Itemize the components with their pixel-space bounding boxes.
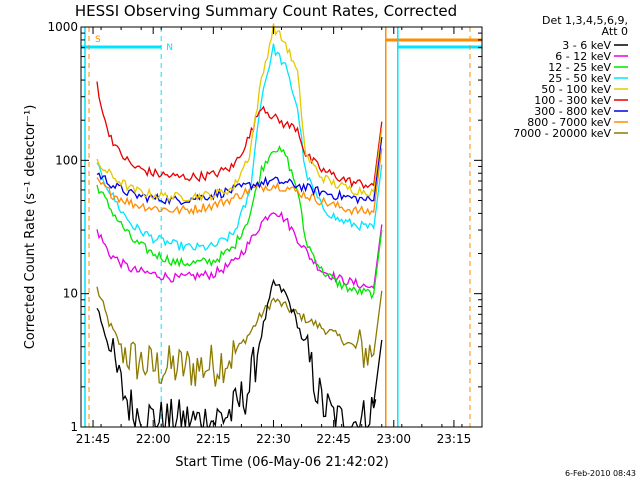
chart-title: HESSI Observing Summary Count Rates, Cor… (75, 2, 457, 20)
legend-label: 6 - 12 keV (555, 50, 611, 63)
legend-header: Det 1,3,4,5,6,9, (542, 14, 628, 27)
series-line-800-7000-kev (96, 148, 383, 217)
mode-annotation: N (166, 43, 173, 53)
legend-header: Att 0 (602, 25, 628, 38)
series-line-25-50-kev (96, 43, 383, 252)
x-tick-label: 23:00 (376, 432, 411, 446)
legend-label: 3 - 6 keV (562, 39, 611, 52)
x-tick-label: 22:30 (256, 432, 291, 446)
series-group (96, 23, 383, 428)
legend-label: 7000 - 20000 keV (513, 127, 611, 140)
mode-annotation: S (95, 35, 101, 45)
y-tick-label: 10 (63, 287, 78, 301)
axis-ticks: 21:45 22:00 22:15 22:30 22:45 23:00 23:15 1 10 10… (47, 20, 483, 446)
legend-label: 800 - 7000 keV (527, 116, 611, 129)
x-tick-label: 22:45 (316, 432, 351, 446)
footer-timestamp: 6-Feb-2010 08:43 (565, 469, 636, 478)
legend-label: 50 - 100 keV (541, 83, 611, 96)
series-line-7000-20000-kev (96, 286, 383, 387)
x-tick-label: 23:15 (437, 432, 472, 446)
series-line-12-25-kev (96, 144, 383, 300)
legend-label: 100 - 300 keV (534, 94, 611, 107)
series-line-100-300-kev (96, 81, 383, 190)
y-tick-label: 1000 (47, 20, 78, 34)
x-tick-label: 21:45 (76, 432, 111, 446)
series-line-50-100-kev (96, 23, 383, 203)
y-tick-label: 100 (55, 153, 78, 167)
y-axis-label: Corrected Count Rate (s⁻¹ detector⁻¹) (23, 105, 38, 350)
legend-label: 12 - 25 keV (548, 61, 611, 74)
mode-markers: SN (81, 27, 482, 427)
x-axis-label: Start Time (06-May-06 21:42:02) (175, 455, 389, 470)
legend-label: 25 - 50 keV (548, 72, 611, 85)
x-tick-label: 22:00 (136, 432, 171, 446)
legend-label: 300 - 800 keV (534, 105, 611, 118)
x-tick-label: 22:15 (196, 432, 231, 446)
y-tick-label: 1 (70, 420, 78, 434)
series-line-6-12-kev (96, 211, 383, 290)
